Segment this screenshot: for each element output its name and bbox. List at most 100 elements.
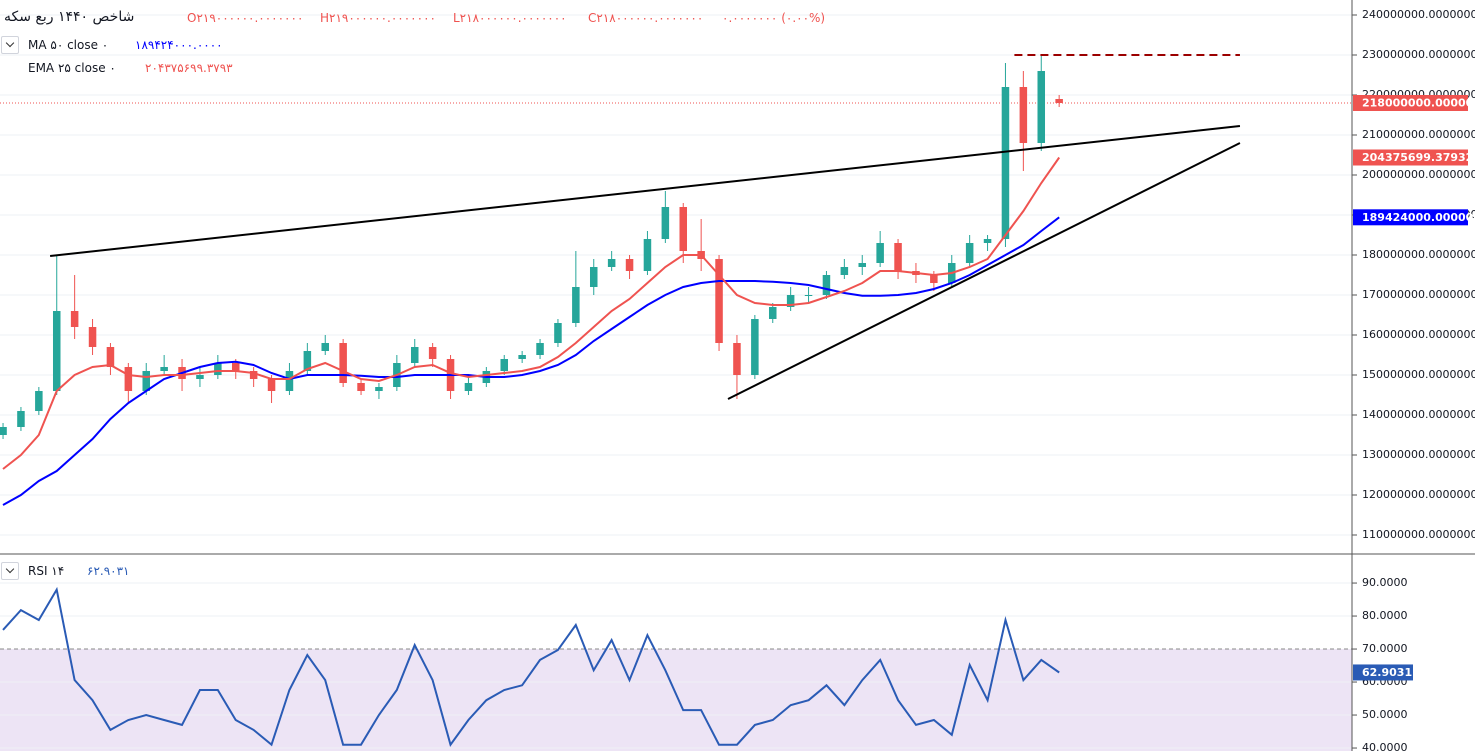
candle-body bbox=[500, 359, 509, 371]
y-tick-label: 200000000.0000000 bbox=[1362, 168, 1475, 181]
candle-body bbox=[518, 355, 526, 359]
candle-body bbox=[840, 267, 849, 275]
candle-body bbox=[607, 259, 616, 267]
rsi-badge-label: 62.9031 bbox=[1362, 666, 1412, 679]
y-tick-label: 150000000.0000000 bbox=[1362, 368, 1475, 381]
candle-body bbox=[589, 267, 598, 287]
rsi-pane bbox=[0, 582, 1352, 751]
candle-body bbox=[285, 371, 294, 391]
candle-body bbox=[428, 347, 437, 359]
rsi-tick-label: 90.0000 bbox=[1362, 576, 1408, 589]
candle-body bbox=[196, 375, 204, 379]
legend-name: EMA ۲۵ close ۰ bbox=[28, 61, 116, 75]
rsi-tick-label: 50.0000 bbox=[1362, 708, 1408, 721]
candle-body bbox=[965, 243, 974, 263]
ohlc-low: L۲۱۸۰۰۰۰۰۰.۰۰۰۰۰۰۰ bbox=[453, 11, 567, 25]
candle-body bbox=[643, 239, 652, 271]
ohlc-open: O۲۱۹۰۰۰۰۰۰.۰۰۰۰۰۰۰ bbox=[187, 11, 304, 25]
price-axis: 110000000.0000000 120000000.0000000 130000… bbox=[1352, 8, 1475, 751]
y-tick-label: 230000000.0000000 bbox=[1362, 48, 1475, 61]
trendline bbox=[727, 142, 1241, 400]
price-badge-label: 189424000.0000000 bbox=[1362, 211, 1475, 224]
ohlc-close: C۲۱۸۰۰۰۰۰۰.۰۰۰۰۰۰۰ bbox=[588, 11, 704, 25]
rsi-legend-value: ۶۲.۹۰۳۱ bbox=[87, 564, 130, 578]
candle-body bbox=[267, 379, 276, 391]
candle-body bbox=[804, 295, 813, 296]
candle-body bbox=[70, 311, 79, 327]
y-tick-label: 170000000.0000000 bbox=[1362, 288, 1475, 301]
legend-value: ۲۰۴۳۷۵۶۹۹.۳۷۹۳ bbox=[145, 61, 233, 75]
legend-name: MA ۵۰ close ۰ bbox=[28, 38, 109, 52]
candle-body bbox=[786, 295, 795, 307]
y-tick-label: 140000000.0000000 bbox=[1362, 408, 1475, 421]
candle-body bbox=[357, 383, 365, 391]
price-badge bbox=[1353, 95, 1468, 111]
price-badge-label: 204375699.3793269 bbox=[1362, 151, 1475, 164]
candle-body bbox=[1019, 87, 1028, 143]
y-tick-label: 110000000.0000000 bbox=[1362, 528, 1475, 541]
rsi-tick-label: 40.0000 bbox=[1362, 741, 1408, 751]
price-badge bbox=[1353, 149, 1468, 166]
candle-body bbox=[858, 263, 867, 267]
candle-body bbox=[124, 367, 133, 391]
indicator-line bbox=[2, 156, 1061, 470]
y-tick-label: 160000000.0000000 bbox=[1362, 328, 1475, 341]
candle-body bbox=[930, 275, 938, 283]
candle-body bbox=[303, 351, 312, 371]
chart-title: شاخص ۱۴۴۰ ربع سکه bbox=[4, 9, 135, 25]
candle-body bbox=[464, 383, 473, 391]
candle-body bbox=[142, 371, 151, 391]
candle-body bbox=[1055, 99, 1063, 103]
candle-body bbox=[768, 307, 777, 319]
price-badge-label: 218000000.0000000 bbox=[1362, 97, 1475, 110]
candle-body bbox=[894, 243, 902, 271]
candle-body bbox=[375, 387, 383, 391]
y-tick-label: 120000000.0000000 bbox=[1362, 488, 1475, 501]
price-badge bbox=[1353, 209, 1468, 226]
rsi-legend-toggle[interactable] bbox=[1, 562, 19, 580]
candle-body bbox=[536, 343, 544, 355]
candle-body bbox=[88, 327, 97, 347]
candle-body bbox=[554, 323, 562, 343]
rsi-badge bbox=[1353, 664, 1413, 681]
rsi-line bbox=[2, 586, 1060, 747]
candle-body bbox=[572, 287, 580, 323]
candle-body bbox=[0, 427, 7, 435]
legend-value: ۱۸۹۴۲۴۰۰۰.۰۰۰۰ bbox=[135, 38, 223, 52]
candle-body bbox=[679, 207, 688, 251]
candle-body bbox=[214, 363, 222, 375]
candle-body bbox=[733, 343, 741, 375]
candle-body bbox=[983, 239, 992, 243]
y-tick-label: 180000000.0000000 bbox=[1362, 248, 1475, 261]
ohlc-change: ۰.۰۰۰۰۰۰۰ (۰.۰۰%) bbox=[722, 11, 826, 25]
candle-body bbox=[876, 243, 884, 263]
rsi-legend-name: RSI ۱۴ bbox=[28, 564, 65, 578]
candle-body bbox=[715, 259, 723, 343]
candle-body bbox=[410, 347, 419, 363]
candle-body bbox=[249, 371, 258, 379]
ohlc-high: H۲۱۹۰۰۰۰۰۰.۰۰۰۰۰۰۰ bbox=[320, 11, 436, 25]
candle-body bbox=[339, 343, 347, 383]
candle-body bbox=[52, 311, 61, 391]
candle-body bbox=[625, 259, 634, 271]
candle-body bbox=[1001, 87, 1010, 239]
rsi-tick-label: 80.0000 bbox=[1362, 609, 1408, 622]
candle-body bbox=[822, 275, 831, 295]
rsi-tick-label: 70.0000 bbox=[1362, 642, 1408, 655]
candle-body bbox=[1037, 71, 1046, 143]
candle-body bbox=[321, 343, 330, 351]
y-tick-label: 240000000.0000000 bbox=[1362, 8, 1475, 21]
legend-toggle[interactable] bbox=[1, 36, 19, 54]
price-pane bbox=[0, 14, 1352, 536]
candle-body bbox=[661, 207, 670, 239]
candle-body bbox=[106, 347, 115, 367]
candle-body bbox=[160, 367, 168, 371]
candle-body bbox=[17, 411, 25, 427]
rsi-band bbox=[0, 649, 1352, 751]
candle-body bbox=[231, 363, 240, 371]
candle-body bbox=[751, 319, 759, 375]
y-tick-label: 130000000.0000000 bbox=[1362, 448, 1475, 461]
y-tick-label: 210000000.0000000 bbox=[1362, 128, 1475, 141]
